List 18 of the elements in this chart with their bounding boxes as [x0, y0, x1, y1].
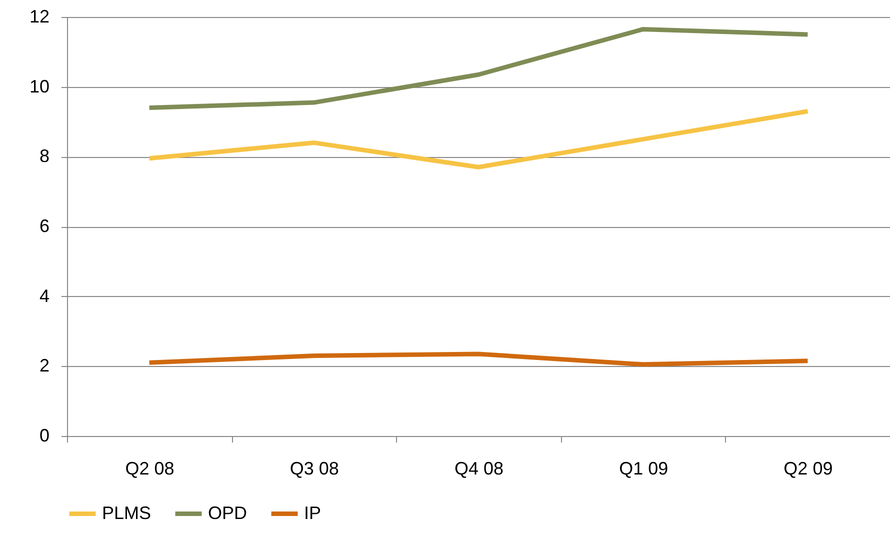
y-tick-label: 12: [29, 6, 50, 26]
y-tick-label: 10: [29, 76, 50, 96]
y-tick-label: 0: [39, 426, 50, 446]
x-tick-label: Q2 09: [784, 458, 833, 478]
y-tick-label: 6: [39, 216, 50, 236]
x-tick-label: Q2 08: [125, 458, 174, 478]
legend-label: OPD: [208, 502, 248, 523]
y-tick-label: 8: [39, 146, 50, 166]
line-series: [147, 109, 810, 170]
y-tick-label: 2: [39, 356, 50, 376]
line-series: [147, 352, 810, 367]
legend-label: PLMS: [102, 502, 152, 523]
legend-label: IP: [304, 502, 322, 523]
x-tick-label: Q4 08: [454, 458, 504, 478]
line-series: [147, 26, 810, 110]
y-tick-label: 4: [39, 286, 50, 306]
x-tick-label: Q3 08: [290, 458, 339, 478]
x-tick-label: Q1 09: [619, 458, 668, 478]
